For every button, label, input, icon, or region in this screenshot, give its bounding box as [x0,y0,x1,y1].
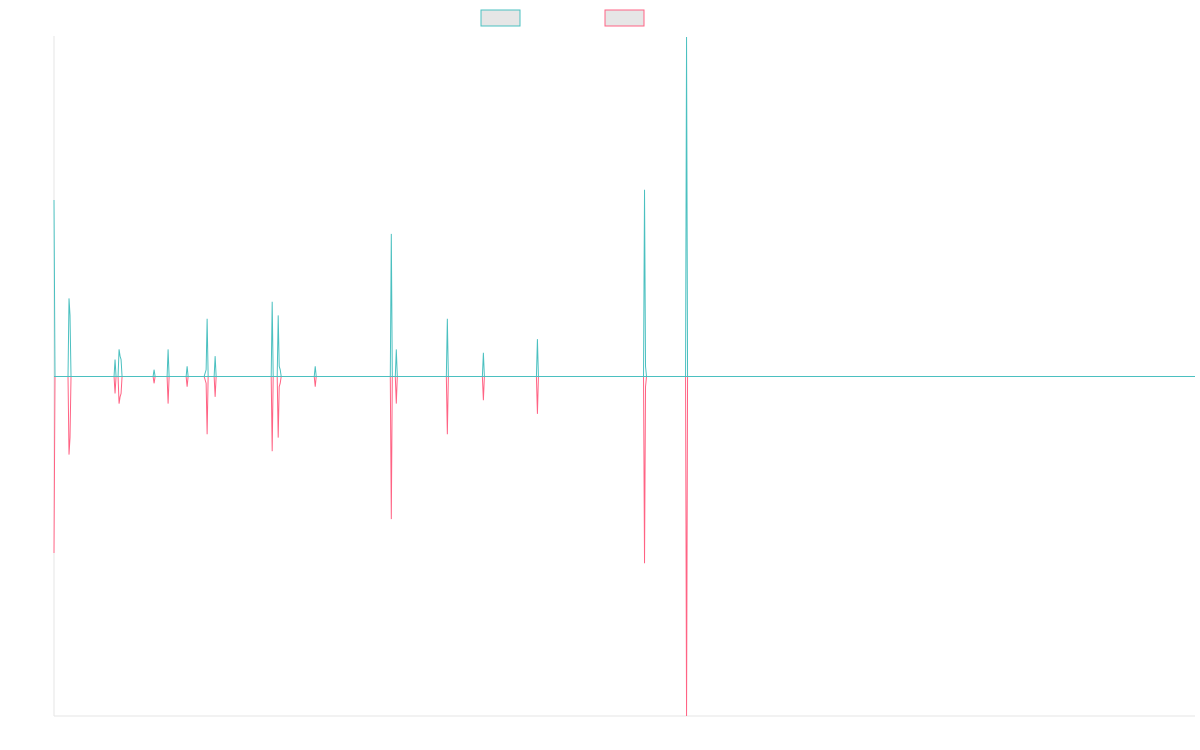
series-b-line [53,376,1195,717]
legend [480,9,645,27]
legend-swatch-series-a[interactable] [480,9,521,27]
legend-swatch-series-b[interactable] [604,9,645,27]
plot-area [53,36,1195,717]
series-a-line [53,36,1195,377]
